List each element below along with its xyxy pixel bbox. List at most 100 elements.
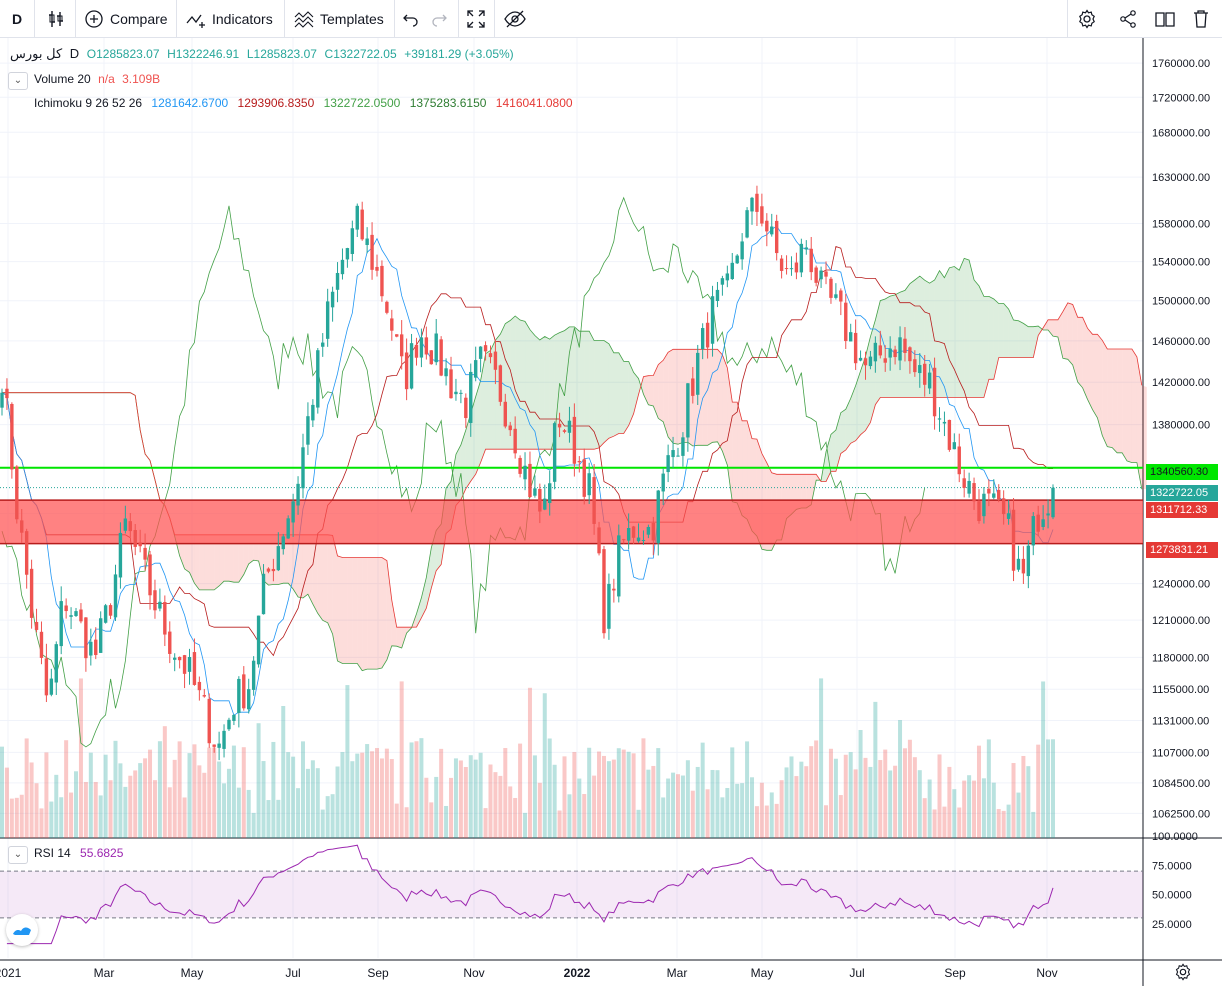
volume-bar xyxy=(631,753,636,838)
compare-button[interactable]: Compare xyxy=(84,0,168,37)
candle-body xyxy=(232,714,236,721)
ichimoku-cloud-segment xyxy=(421,577,427,618)
candle-body xyxy=(577,460,582,463)
candle-body xyxy=(424,337,429,355)
ichimoku-cloud-segment xyxy=(529,329,535,450)
volume-bar xyxy=(513,797,518,838)
trash-icon[interactable] xyxy=(1192,0,1210,37)
time-tick-label: Jul xyxy=(849,966,864,980)
ichimoku-cloud-segment xyxy=(367,557,373,670)
ichimoku-cloud-segment xyxy=(337,555,343,664)
ichimoku-cloud-segment xyxy=(381,557,387,668)
candle-body xyxy=(454,391,458,395)
main-chart[interactable]: 1062500.00 1084500.00 1107000.00 1131000.00… xyxy=(0,38,1222,986)
candle-body xyxy=(10,403,14,470)
candle-body xyxy=(671,450,675,458)
ichimoku-cloud-segment xyxy=(233,534,239,583)
candle-body xyxy=(1031,516,1035,546)
candle-body xyxy=(868,356,873,367)
ichimoku-cloud-segment xyxy=(1077,317,1083,388)
candle-body xyxy=(49,678,54,695)
ichimoku-cloud-segment xyxy=(623,361,629,434)
tradingview-logo[interactable] xyxy=(6,914,38,946)
volume-bar xyxy=(883,749,888,838)
time-tick-label: Nov xyxy=(463,966,484,980)
bar-style-icon[interactable] xyxy=(46,0,66,37)
candle-body xyxy=(261,573,266,615)
volume-bar xyxy=(389,759,394,838)
candle-body xyxy=(557,423,562,428)
candle-body xyxy=(794,262,799,273)
candle-body xyxy=(291,501,295,523)
volume-bar xyxy=(167,787,172,838)
candle-body xyxy=(622,539,626,541)
candle-body xyxy=(592,477,596,524)
volume-bar xyxy=(858,730,863,838)
fullscreen-icon[interactable] xyxy=(466,0,486,37)
candle-body xyxy=(518,457,522,474)
candle-body xyxy=(617,535,621,597)
candle-body xyxy=(863,358,868,366)
volume-bar xyxy=(759,782,764,838)
volume-bar xyxy=(838,795,843,838)
ichimoku-cloud-segment xyxy=(993,298,999,380)
candle-body xyxy=(893,349,897,358)
candle-body xyxy=(207,698,211,744)
candle-body xyxy=(1006,513,1011,519)
candle-body xyxy=(493,351,498,370)
book-icon[interactable] xyxy=(1154,0,1176,37)
candle-body xyxy=(523,465,527,480)
candle-body xyxy=(947,419,952,450)
volume-bar xyxy=(177,741,182,838)
volume-bar xyxy=(957,807,962,838)
volume-bar xyxy=(266,800,271,838)
ichimoku-cloud-segment xyxy=(860,356,866,435)
candle-body xyxy=(84,617,88,659)
rsi-tick-label: 100.0000 xyxy=(1152,831,1198,843)
templates-button[interactable]: Templates xyxy=(293,0,384,37)
collapse-rsi-chevron-icon[interactable]: ⌄ xyxy=(8,846,28,864)
volume-bar xyxy=(404,807,409,838)
rsi-band xyxy=(0,871,1143,918)
redo-icon[interactable] xyxy=(430,0,448,37)
ichimoku-cloud-segment xyxy=(643,375,649,405)
ichimoku-cloud-segment xyxy=(1112,349,1118,453)
candle-body xyxy=(197,681,202,691)
scale-settings-gear-icon[interactable] xyxy=(1174,963,1192,986)
rsi-legend: RSI 14 55.6825 xyxy=(34,846,123,860)
volume-bar xyxy=(1016,792,1021,838)
candle-body xyxy=(1036,514,1040,532)
interval-button[interactable]: D xyxy=(12,0,22,37)
volume-bar xyxy=(873,701,878,838)
time-tick-label: Jul xyxy=(285,966,300,980)
volume-bar xyxy=(49,801,54,838)
candle-body xyxy=(987,488,991,494)
volume-bar xyxy=(74,771,79,838)
rsi-tick-label: 25.0000 xyxy=(1152,919,1192,931)
volume-bar xyxy=(355,753,360,838)
volume-bar xyxy=(271,741,276,838)
collapse-legend-chevron-icon[interactable]: ⌄ xyxy=(8,72,28,90)
candle-body xyxy=(750,197,754,212)
ichimoku-cloud-segment xyxy=(1003,303,1009,358)
candle-body xyxy=(878,345,883,356)
hide-eye-icon[interactable] xyxy=(503,0,527,37)
volume-bar xyxy=(424,777,429,838)
share-icon[interactable] xyxy=(1118,0,1138,37)
candle-body xyxy=(913,359,917,373)
undo-icon[interactable] xyxy=(402,0,420,37)
indicators-button[interactable]: Indicators xyxy=(185,0,273,37)
rsi-value: 55.6825 xyxy=(80,846,124,860)
candle-body xyxy=(626,528,631,541)
ichimoku-cloud-segment xyxy=(1008,309,1014,358)
top-toolbar: D Compare Indicators Templates xyxy=(0,0,1222,38)
candle-body xyxy=(720,278,725,285)
volume-bar xyxy=(809,746,814,838)
volume-bar xyxy=(700,742,705,838)
settings-gear-icon[interactable] xyxy=(1077,0,1097,37)
volume-bar xyxy=(572,751,577,838)
ichimoku-legend: Ichimoku 9 26 52 26 1281642.6700 1293906… xyxy=(34,96,573,110)
candle-body xyxy=(696,352,700,395)
price-tick-label: 1062500.00 xyxy=(1152,808,1210,820)
volume-bar xyxy=(286,752,291,838)
